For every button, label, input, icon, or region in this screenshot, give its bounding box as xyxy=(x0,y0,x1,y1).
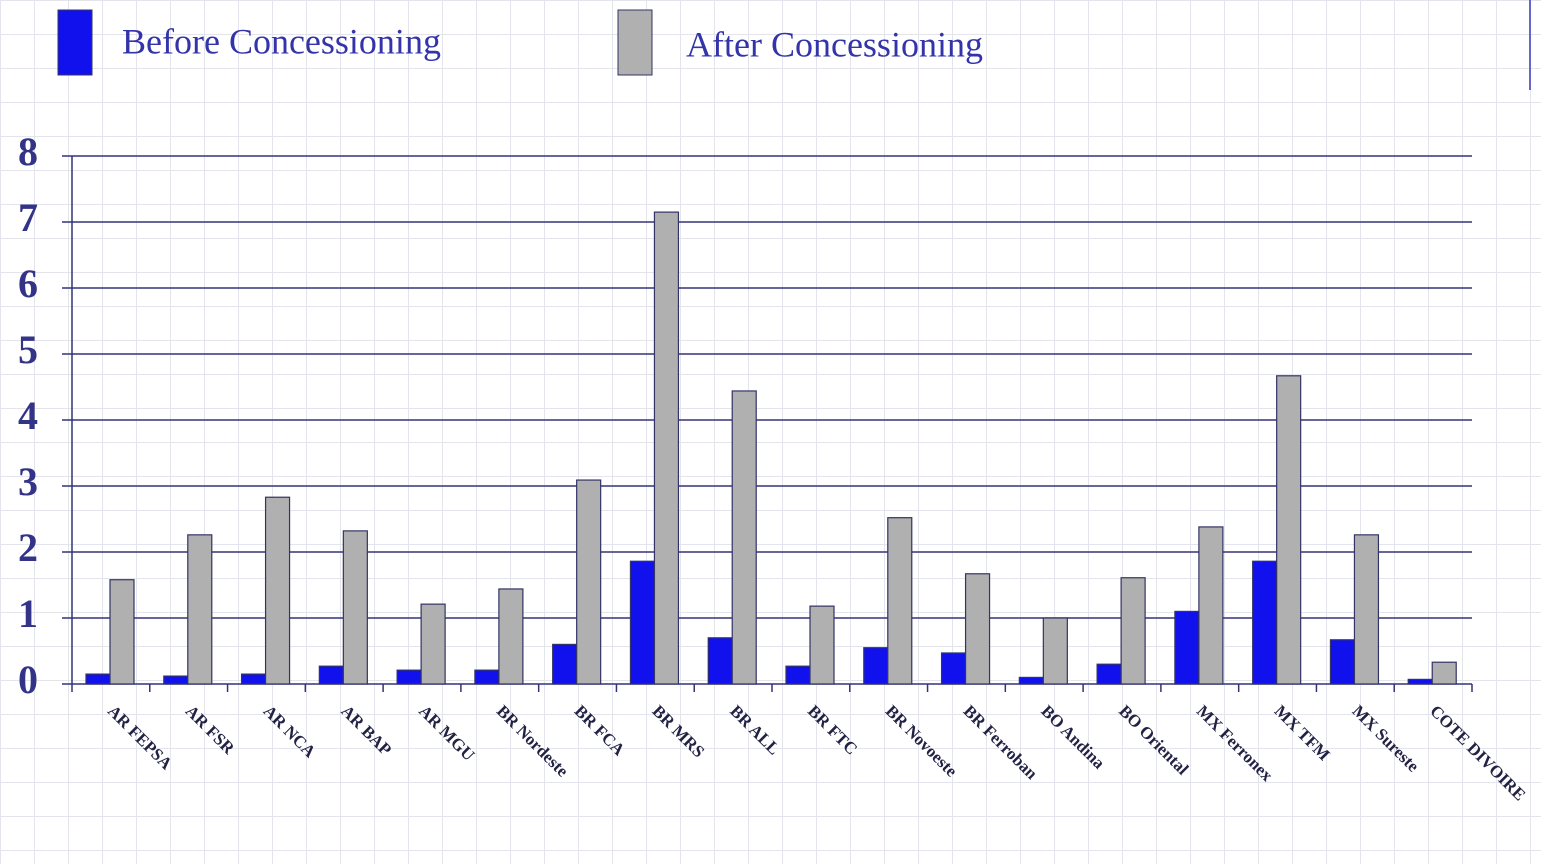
bar xyxy=(653,211,680,685)
bar xyxy=(1276,375,1302,685)
bar xyxy=(785,665,811,685)
bar xyxy=(240,673,267,685)
legend-label: Before Concessioning xyxy=(122,21,441,61)
y-tick-label: 7 xyxy=(18,195,38,240)
bar xyxy=(396,669,422,685)
bar xyxy=(1198,526,1224,685)
bar xyxy=(1096,663,1122,685)
x-tick-label: MX Ferronex xyxy=(1193,701,1277,785)
bar xyxy=(187,534,213,685)
x-tick-label: BR FCA xyxy=(571,701,629,759)
bar xyxy=(629,560,656,685)
x-tick-label: BO Andina xyxy=(1037,701,1109,773)
x-tick-label: AR BAP xyxy=(337,701,395,759)
x-tick-label: BR Ferroban xyxy=(960,701,1042,783)
x-tick-label: BO Oriental xyxy=(1115,701,1192,778)
bar xyxy=(809,605,835,685)
y-tick-label: 8 xyxy=(18,129,38,174)
bar xyxy=(1407,678,1433,685)
x-tick-label: BR FTC xyxy=(804,701,861,758)
bar xyxy=(552,643,578,685)
x-tick-label: AR FSR xyxy=(182,701,239,758)
bar xyxy=(863,647,889,685)
bar xyxy=(940,652,967,685)
x-tick-label: AR FEPSA xyxy=(104,701,176,773)
y-tick-label: 5 xyxy=(18,327,38,372)
x-tick-label: COTE DIVOIRE xyxy=(1426,701,1529,804)
bar xyxy=(1174,610,1200,685)
bar xyxy=(887,517,913,685)
legend-swatch xyxy=(57,9,93,76)
legend-label: After Concessioning xyxy=(686,24,983,64)
x-tick-label: BR MRS xyxy=(649,701,709,761)
y-tick-label: 2 xyxy=(18,525,38,570)
bar xyxy=(342,530,368,685)
x-tick-label: BR ALL xyxy=(726,701,783,758)
bar xyxy=(163,675,189,685)
x-tick-label: MX Sureste xyxy=(1349,701,1424,776)
x-tick-label: BR Nordeste xyxy=(493,701,573,781)
bar xyxy=(1018,676,1044,685)
bar xyxy=(420,603,446,685)
bar xyxy=(109,579,135,685)
bar xyxy=(1042,617,1068,685)
x-tick-label: AR MGU xyxy=(415,701,478,764)
bar xyxy=(707,637,733,685)
bar xyxy=(964,573,991,685)
bar xyxy=(731,390,757,685)
bar xyxy=(85,673,111,685)
bar xyxy=(576,479,602,685)
bar xyxy=(474,669,500,685)
y-tick-label: 6 xyxy=(18,261,38,306)
bar xyxy=(1252,560,1278,685)
x-tick-label: AR NCA xyxy=(260,701,320,761)
y-tick-label: 0 xyxy=(18,657,38,702)
bar xyxy=(1431,661,1457,685)
bar xyxy=(1329,639,1356,685)
bar xyxy=(318,665,344,685)
x-tick-label: MX TFM xyxy=(1271,701,1334,764)
x-tick-label: BR Novoeste xyxy=(882,701,962,781)
y-tick-label: 1 xyxy=(18,591,38,636)
bar xyxy=(1120,577,1146,685)
legend-swatch xyxy=(617,9,653,76)
y-tick-label: 4 xyxy=(18,393,38,438)
bar xyxy=(264,496,291,685)
bar xyxy=(1353,534,1380,685)
bar xyxy=(498,588,524,685)
y-tick-label: 3 xyxy=(18,459,38,504)
